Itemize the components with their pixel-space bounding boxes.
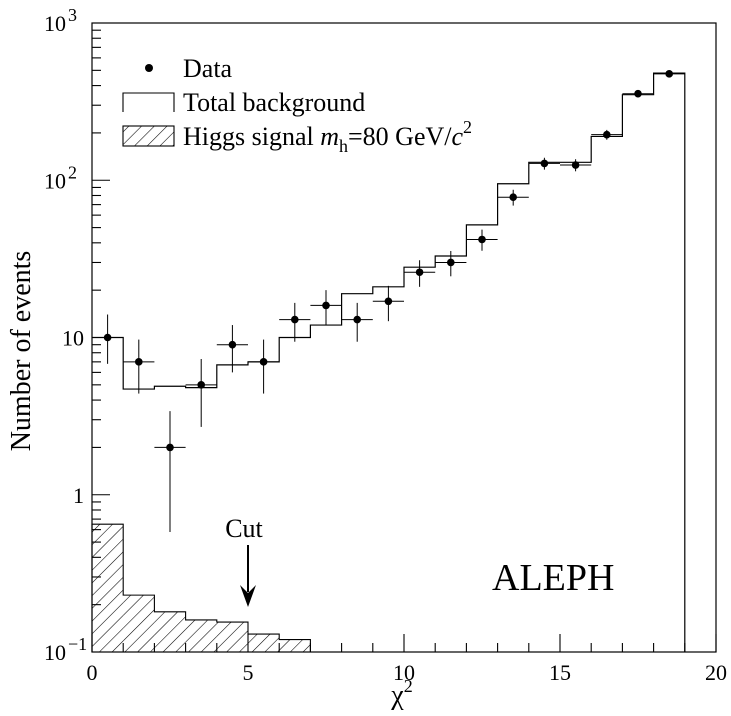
- data-marker: [478, 235, 486, 244]
- y-axis-title: Number of events: [6, 251, 37, 452]
- y-tick-label-base: 1: [73, 483, 84, 508]
- data-marker: [259, 358, 268, 366]
- legend-signal-label-c: c: [452, 122, 464, 151]
- y-tick-label-exponent: 3: [68, 5, 77, 25]
- y-tick-label-base: 10: [44, 168, 66, 193]
- signal-bin: [216, 622, 248, 652]
- data-marker: [634, 89, 642, 98]
- data-point-17: [591, 129, 623, 140]
- annotations: Cut ALEPH: [225, 514, 614, 607]
- experiment-label: ALEPH: [492, 557, 614, 599]
- x-axis-title-base: χ: [390, 680, 404, 711]
- data-marker: [415, 268, 424, 277]
- data-point-15: [528, 157, 560, 170]
- data-marker: [353, 315, 362, 324]
- data-point-8: [310, 290, 342, 326]
- y-tick-label: 10: [44, 11, 66, 36]
- data-marker: [540, 159, 549, 168]
- x-axis-title-exponent: 2: [404, 676, 413, 696]
- cut-arrow-head: [240, 585, 256, 607]
- legend-data-label: Data: [183, 54, 233, 83]
- legend-background-marker: [122, 92, 175, 112]
- signal-bin: [154, 611, 186, 652]
- data-marker: [447, 258, 455, 267]
- legend: Data Total background Higgs signal mh=80…: [122, 54, 472, 156]
- y-tick-label-base: 10: [62, 326, 84, 351]
- data-marker: [197, 381, 205, 389]
- data-point-10: [372, 285, 404, 322]
- x-tick-label: 20: [705, 660, 727, 685]
- data-point-7: [279, 302, 311, 342]
- data-point-14: [497, 189, 529, 206]
- data-point-11: [404, 260, 436, 287]
- higgs-signal-histogram: [91, 523, 311, 652]
- legend-signal-label-pre: Higgs signal: [183, 122, 320, 151]
- cut-label: Cut: [225, 514, 263, 543]
- data-point-2: [123, 339, 155, 394]
- legend-background-label: Total background: [183, 88, 365, 117]
- y-tick-label-exponent: −1: [68, 634, 87, 654]
- signal-bin: [123, 595, 155, 652]
- legend-signal-label-sub: h: [339, 136, 348, 156]
- signal-bin: [279, 639, 311, 652]
- legend-signal-label-exp: 2: [463, 117, 472, 137]
- data-marker: [603, 130, 611, 139]
- legend-signal-label-m: m: [320, 122, 339, 151]
- data-marker: [384, 297, 393, 306]
- data-marker: [166, 443, 174, 452]
- x-tick-label: 15: [549, 660, 571, 685]
- data-point-5: [216, 325, 248, 373]
- data-marker: [228, 340, 237, 349]
- data-point-13: [466, 229, 498, 251]
- y-tick-label: 10: [44, 640, 66, 665]
- data-point-12: [435, 250, 467, 277]
- signal-bin: [92, 524, 124, 652]
- data-point-6: [248, 339, 280, 394]
- x-tick-label: 0: [87, 660, 98, 685]
- data-point-19: [653, 70, 685, 78]
- legend-signal-label: Higgs signal mh=80 GeV/c2: [183, 117, 472, 156]
- data-point-16: [560, 159, 592, 172]
- y-tick-label-exponent: 2: [68, 162, 77, 182]
- y-tick-label: 1: [73, 483, 84, 508]
- signal-bin: [185, 619, 217, 652]
- data-point-18: [622, 89, 654, 98]
- data-marker: [571, 161, 580, 169]
- y-tick-label: 10: [62, 326, 84, 351]
- data-marker: [135, 358, 143, 366]
- y-tick-label: 10: [44, 168, 66, 193]
- data-points: [92, 70, 685, 532]
- data-marker: [322, 301, 330, 310]
- x-tick-label: 5: [243, 660, 254, 685]
- signal-bin: [248, 634, 280, 652]
- y-tick-label-base: 10: [44, 11, 66, 36]
- data-marker: [665, 70, 673, 78]
- x-axis-title: χ2: [390, 676, 412, 711]
- y-tick-label-base: 10: [44, 640, 66, 665]
- x-axis: 0 5 10 15 20: [87, 634, 727, 685]
- data-marker: [509, 193, 517, 202]
- data-point-1: [92, 314, 124, 364]
- x-tick-label: 10: [393, 660, 415, 685]
- legend-data-marker: [145, 64, 153, 72]
- data-point-9: [341, 302, 373, 342]
- data-point-3: [154, 411, 186, 532]
- data-point-4: [185, 358, 217, 427]
- legend-signal-marker: [122, 125, 175, 147]
- signal-outline: [91, 523, 311, 652]
- legend-signal-label-post: =80 GeV/: [348, 122, 452, 151]
- data-marker: [291, 315, 299, 324]
